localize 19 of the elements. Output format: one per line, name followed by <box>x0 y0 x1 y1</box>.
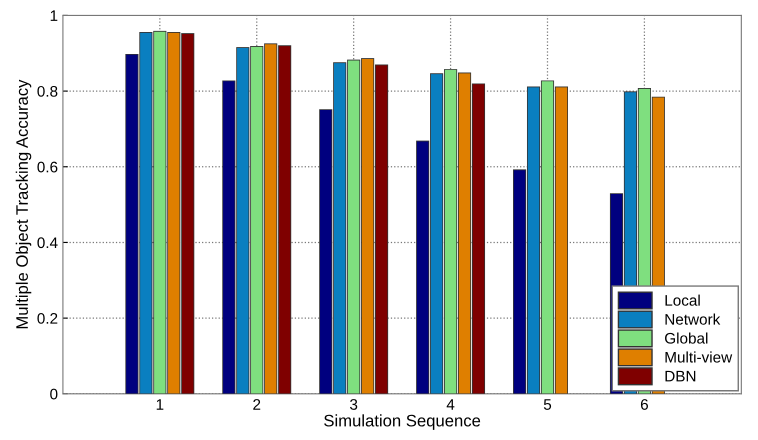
legend-label: Multi-view <box>666 351 732 363</box>
x-tick-label: 6 <box>640 399 648 410</box>
x-tick-label: 4 <box>446 399 454 410</box>
y-tick-label: 0 <box>50 388 58 400</box>
y-axis-title: Multiple Object Tracking Accuracy <box>16 80 32 328</box>
legend-label: Local <box>666 294 700 306</box>
x-tick-label: 1 <box>156 399 164 410</box>
y-tick-label: 0.4 <box>37 237 58 248</box>
x-tick-label: 5 <box>544 399 552 410</box>
x-tick-label: 3 <box>350 399 358 410</box>
y-tick-label: 0.6 <box>37 162 58 172</box>
y-tick-label: 0.8 <box>37 86 58 97</box>
y-tick-label: 0.2 <box>37 312 58 324</box>
x-tick-label: 2 <box>253 399 260 410</box>
legend-label: Network <box>666 314 720 325</box>
x-axis-title: Simulation Sequence <box>324 414 480 430</box>
legend-label: Global <box>665 332 708 344</box>
legend-label: DBN <box>666 370 696 382</box>
y-tick-label: 1 <box>50 10 58 21</box>
